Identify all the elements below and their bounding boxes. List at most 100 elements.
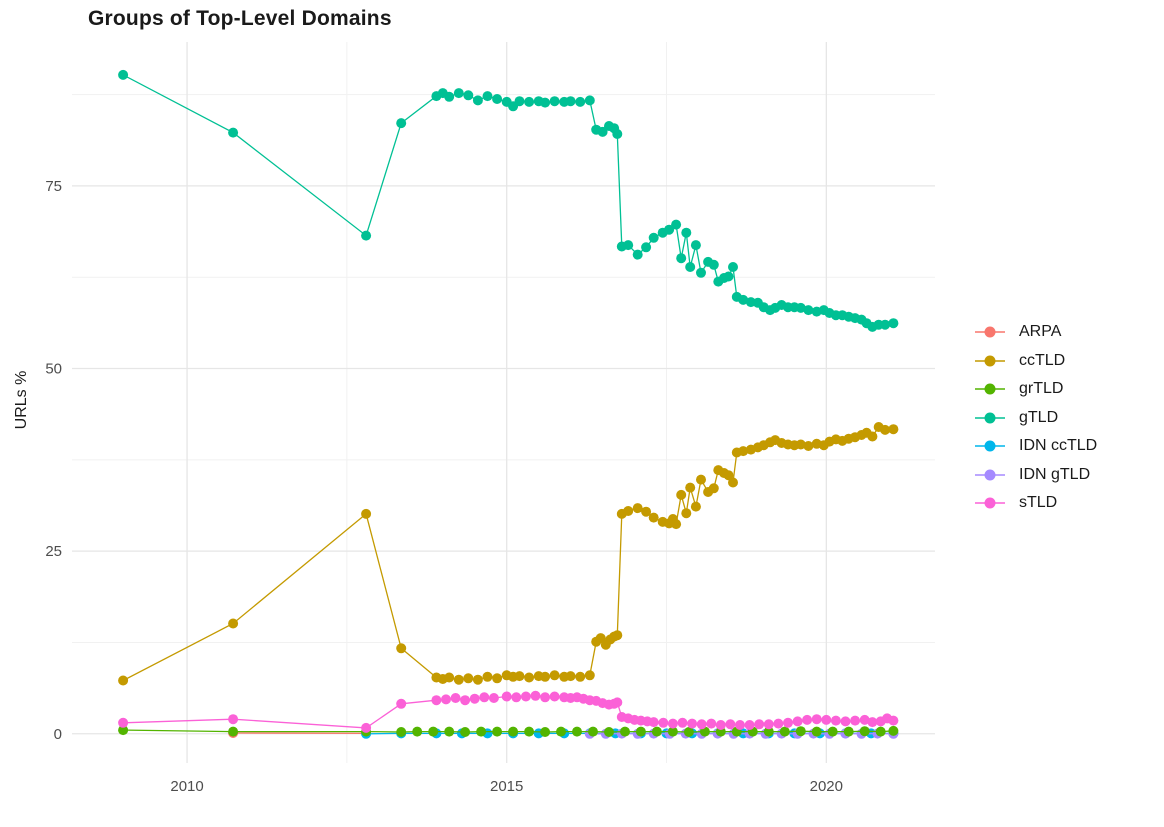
data-point-gtld — [708, 259, 719, 270]
data-point-stld — [450, 693, 461, 703]
data-point-stld — [228, 714, 239, 725]
data-point-grtld — [492, 726, 503, 737]
data-point-gtld — [664, 224, 675, 235]
data-point-gtld — [681, 227, 692, 238]
data-point-stld — [811, 714, 822, 725]
data-point-cctld — [676, 489, 687, 500]
data-point-grtld — [604, 727, 614, 737]
data-point-stld — [469, 693, 480, 704]
data-point-stld — [530, 690, 541, 701]
legend-item-stld: sTLD — [974, 492, 1097, 514]
legend-key-icon — [975, 326, 1005, 338]
x-tick-label: 2015 — [490, 778, 523, 795]
x-tick-label: 2010 — [170, 778, 203, 795]
legend-item-arpa: ARPA — [974, 321, 1097, 343]
data-point-gtld — [738, 294, 749, 305]
y-tick-label: 50 — [45, 361, 62, 378]
legend-label: ccTLD — [1019, 351, 1066, 369]
data-point-stld — [648, 717, 659, 728]
data-point-gtld — [361, 230, 372, 241]
data-point-cctld — [738, 446, 749, 457]
data-point-gtld — [524, 96, 535, 107]
data-point-cctld — [472, 674, 483, 685]
data-point-stld — [773, 718, 784, 729]
data-point-cctld — [514, 671, 525, 682]
legend-label: sTLD — [1019, 494, 1058, 511]
data-point-stld — [735, 720, 745, 730]
legend-label: IDN ccTLD — [1019, 437, 1098, 454]
data-point-grtld — [540, 727, 551, 737]
data-point-stld — [677, 717, 688, 728]
data-point-cctld — [685, 482, 696, 493]
data-point-cctld — [880, 424, 891, 435]
data-point-gtld — [685, 262, 696, 272]
data-point-cctld — [444, 672, 455, 683]
data-point-stld — [667, 718, 678, 729]
y-tick-label: 0 — [54, 726, 62, 743]
data-point-cctld — [612, 630, 623, 641]
data-point-gtld — [648, 232, 659, 243]
data-point-gtld — [641, 242, 652, 253]
data-point-gtld — [597, 126, 608, 137]
data-point-cctld — [396, 643, 407, 654]
data-point-stld — [725, 719, 736, 730]
data-point-gtld — [396, 118, 407, 129]
data-point-cctld — [723, 470, 734, 481]
legend-label: IDN gTLD — [1019, 465, 1091, 483]
data-point-stld — [830, 715, 841, 726]
data-point-stld — [888, 715, 899, 726]
data-point-gtld — [482, 91, 493, 102]
data-point-stld — [501, 691, 512, 702]
data-point-cctld — [492, 673, 503, 684]
data-point-grtld — [508, 726, 519, 737]
data-point-stld — [802, 714, 813, 725]
data-point-gtld — [696, 267, 706, 278]
data-point-stld — [696, 719, 707, 730]
data-point-stld — [549, 691, 560, 702]
legend-item-idn-gtld: IDN gTLD — [974, 464, 1097, 486]
data-point-gtld — [803, 305, 814, 316]
legend-label: grTLD — [1019, 380, 1064, 397]
data-point-grtld — [779, 726, 790, 737]
data-point-gtld — [492, 94, 503, 104]
data-point-grtld — [667, 726, 678, 737]
data-point-cctld — [540, 671, 551, 682]
data-point-gtld — [880, 319, 891, 330]
legend-key-icon — [975, 383, 1005, 395]
data-point-gtld — [472, 95, 483, 106]
data-point-cctld — [453, 674, 464, 685]
legend-key-icon — [975, 355, 1005, 366]
legend-item-idn-cctld: IDN ccTLD — [974, 435, 1097, 457]
data-point-stld — [658, 717, 669, 728]
data-point-grtld — [412, 726, 423, 737]
legend-item-gtld: gTLD — [974, 407, 1097, 429]
data-point-cctld — [888, 424, 899, 435]
data-point-stld — [431, 695, 442, 706]
legend-label: gTLD — [1019, 408, 1059, 426]
data-point-cctld — [565, 671, 576, 682]
data-point-gtld — [623, 240, 634, 251]
data-point-gtld — [632, 249, 643, 260]
x-tick-label: 2020 — [810, 778, 843, 795]
data-point-grtld — [635, 726, 646, 737]
data-point-grtld — [524, 726, 535, 737]
data-point-grtld — [620, 726, 630, 737]
data-point-cctld — [584, 670, 595, 681]
data-point-gtld — [444, 91, 455, 102]
data-point-stld — [840, 716, 851, 727]
data-point-grtld — [476, 726, 487, 737]
data-point-gtld — [795, 302, 806, 313]
y-tick-label: 75 — [45, 178, 62, 195]
data-point-grtld — [444, 726, 455, 737]
legend-key-icon — [975, 469, 1005, 480]
legend-label: ARPA — [1019, 323, 1062, 340]
data-point-grtld — [888, 725, 899, 736]
data-point-cctld — [228, 618, 239, 629]
data-point-gtld — [453, 88, 464, 99]
data-point-stld — [479, 692, 490, 703]
data-point-gtld — [612, 129, 623, 139]
data-point-cctld — [118, 675, 129, 686]
data-point-stld — [540, 692, 551, 703]
data-point-grtld — [827, 726, 838, 737]
data-point-grtld — [683, 727, 694, 737]
